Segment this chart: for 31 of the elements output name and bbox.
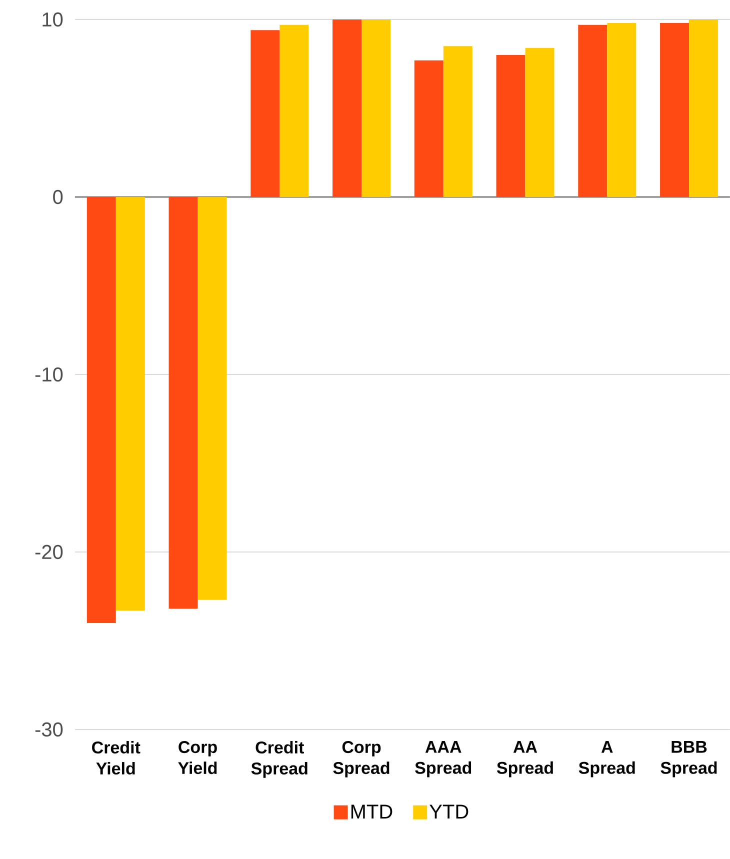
x-tick-label: A Spread (578, 741, 635, 778)
bar (525, 48, 554, 198)
x-tick-label: Credit Yield (92, 741, 140, 775)
bar (198, 197, 227, 600)
bar (250, 30, 280, 198)
legend-label: YTD (430, 804, 468, 818)
x-tick-label: AAA Spread (415, 741, 472, 778)
x-tick-label: BBB Spread (660, 741, 717, 778)
bar (607, 23, 636, 198)
x-tick-label: Corp Spread (333, 741, 390, 778)
bar (578, 24, 608, 198)
y-tick-label: 10 (42, 12, 63, 27)
bar (496, 55, 526, 198)
bar (168, 197, 198, 609)
bar (414, 60, 444, 198)
bar (332, 20, 362, 198)
y-tick-label: -10 (35, 367, 63, 382)
bar (660, 23, 690, 198)
x-tick-label: AA Spread (496, 741, 553, 778)
bar (362, 20, 391, 198)
x-tick-label: Credit Spread (251, 741, 308, 778)
bar (86, 197, 116, 623)
y-tick-label: -20 (35, 544, 63, 560)
bar (443, 46, 472, 198)
y-tick-label: -30 (35, 722, 63, 737)
bar (689, 20, 718, 198)
y-tick-label: 0 (53, 190, 63, 204)
bar (116, 197, 145, 611)
bar (280, 24, 309, 198)
legend-label: MTD (351, 804, 392, 818)
x-tick-label: Corp Yield (178, 741, 217, 774)
